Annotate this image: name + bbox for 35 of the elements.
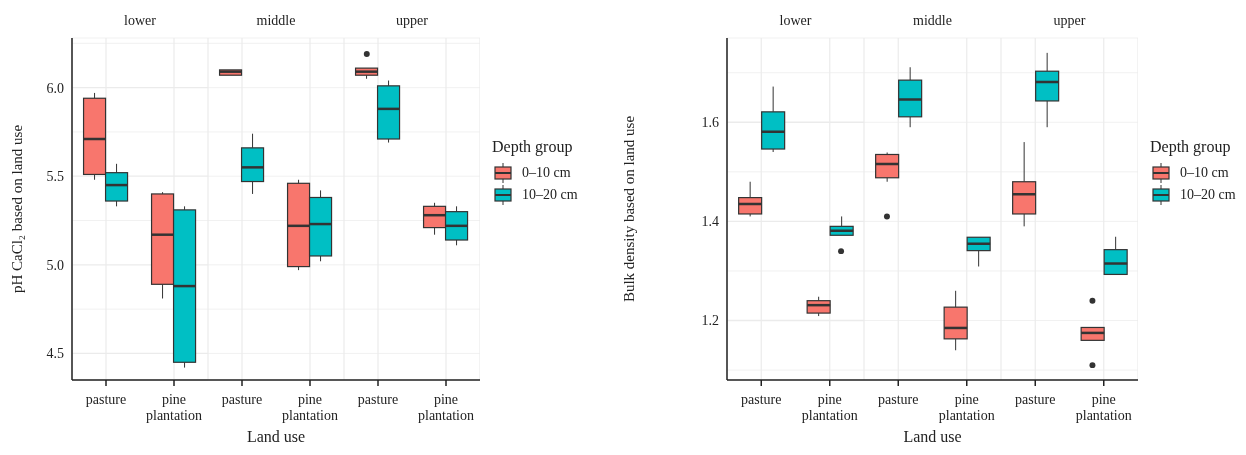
x-tick-label: pine plantation xyxy=(146,392,202,423)
y-tick-label: 6.0 xyxy=(46,80,64,96)
y-tick-label: 4.5 xyxy=(46,346,64,362)
chart-title: lower xyxy=(778,12,813,30)
x-axis-title: Land use xyxy=(245,428,307,446)
x-tick-label: pine plantation xyxy=(418,392,474,423)
y-axis-title: pH CaCl₂ based on land use xyxy=(9,124,25,294)
x-tick-label: pasture xyxy=(878,392,919,407)
y-tick-label: 1.6 xyxy=(701,115,719,131)
chart-title: middle xyxy=(912,12,953,30)
legend-label: 10–20 cm xyxy=(522,187,578,203)
chart-title: upper xyxy=(1052,12,1087,30)
y-tick-label: 1.4 xyxy=(701,214,719,230)
x-tick-label: pasture xyxy=(741,392,782,407)
x-tick-label: pasture xyxy=(1015,392,1056,407)
x-tick-label: pine plantation xyxy=(801,392,858,423)
legend-title: Depth group xyxy=(1150,138,1232,156)
x-tick-label: pasture xyxy=(85,392,127,407)
x-tick-label: pasture xyxy=(221,392,263,407)
legend-title: Depth group xyxy=(492,138,574,156)
x-tick-label: pine plantation xyxy=(938,392,995,423)
legend-label: 0–10 cm xyxy=(522,165,571,181)
x-axis-title: Land use xyxy=(902,428,963,446)
chart-title: middle xyxy=(255,12,297,30)
legend-label: 10–20 cm xyxy=(1180,187,1236,203)
chart-title: lower xyxy=(123,12,157,30)
legend-label: 0–10 cm xyxy=(1180,165,1229,181)
x-tick-label: pasture xyxy=(357,392,399,407)
x-tick-label: pine plantation xyxy=(282,392,338,423)
y-axis-title: Bulk density based on land use xyxy=(621,115,637,303)
chart-title: upper xyxy=(395,12,429,30)
y-tick-label: 1.2 xyxy=(701,313,719,329)
x-tick-label: pine plantation xyxy=(1075,392,1132,423)
y-tick-label: 5.5 xyxy=(46,169,64,185)
y-tick-label: 5.0 xyxy=(46,257,64,273)
